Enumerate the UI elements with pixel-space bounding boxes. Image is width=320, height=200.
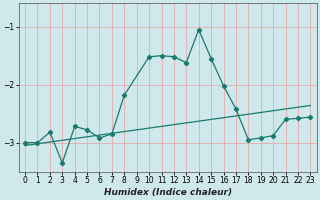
X-axis label: Humidex (Indice chaleur): Humidex (Indice chaleur) [104,188,232,197]
